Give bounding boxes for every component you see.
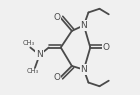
Text: O: O — [102, 43, 109, 52]
Text: O: O — [54, 72, 61, 82]
Text: CH₃: CH₃ — [26, 68, 38, 74]
Text: N: N — [80, 21, 87, 30]
Text: N: N — [80, 65, 87, 74]
Text: N: N — [36, 50, 43, 59]
Text: O: O — [54, 13, 61, 23]
Text: CH₃: CH₃ — [22, 40, 35, 46]
